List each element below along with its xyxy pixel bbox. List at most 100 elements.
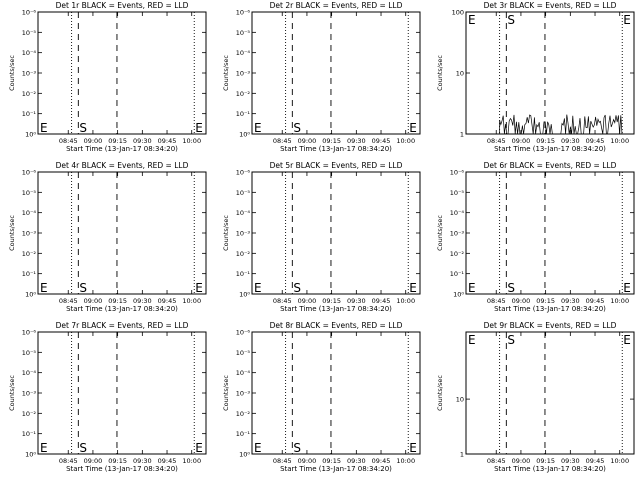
y-tick-label: 10⁰ [239, 291, 250, 299]
x-tick-label: 09:00 [512, 137, 531, 145]
end-marker-left: E [40, 281, 48, 295]
y-axis-label: Counts/sec [8, 55, 16, 91]
y-tick-label: 10⁻⁴ [22, 209, 37, 217]
plot-frame [465, 331, 635, 455]
y-tick-label: 10⁻⁵ [22, 349, 37, 357]
end-marker: E [623, 333, 631, 347]
x-axis-label: Start Time (13-Jan-17 08:34:20) [66, 305, 178, 313]
y-axis-label: Counts/sec [8, 215, 16, 251]
y-tick-label: 10⁻⁵ [236, 29, 251, 37]
y-tick-label: 10⁻¹ [450, 270, 465, 278]
panel-det-5: Det 5r BLACK = Events, RED = LLD 08:45 09:… [222, 161, 421, 313]
x-tick-label: 09:00 [298, 457, 317, 465]
panel-title: Det 9r BLACK = Events, RED = LLD [484, 321, 617, 330]
end-marker-left: E [254, 441, 262, 455]
y-tick-label: 10⁻¹ [236, 270, 251, 278]
x-tick-label: 10:00 [610, 297, 629, 305]
y-tick-label: 10⁻⁴ [22, 369, 37, 377]
x-tick-label: 10:00 [610, 457, 629, 465]
end-marker: E [195, 121, 203, 135]
y-axis-label: Counts/sec [436, 375, 444, 411]
y-tick-label: 10⁻⁵ [450, 189, 465, 197]
end-marker-left: E [254, 121, 262, 135]
end-marker-left: E [468, 13, 476, 27]
x-tick-label: 08:45 [273, 137, 292, 145]
end-marker: E [623, 281, 631, 295]
y-tick-label: 10⁰ [25, 291, 36, 299]
x-tick-label: 09:00 [84, 297, 103, 305]
y-tick-label: 10⁻⁵ [22, 189, 37, 197]
plot-frame [251, 331, 421, 455]
y-tick-label: 10⁻² [236, 250, 251, 258]
start-marker: S [79, 281, 87, 295]
panel-det-2: Det 2r BLACK = Events, RED = LLD 08:45 09:… [222, 1, 421, 153]
y-tick-label: 10⁻² [22, 410, 37, 418]
end-marker-left: E [468, 333, 476, 347]
y-tick-label: 10⁻¹ [22, 430, 37, 438]
panel-title: Det 3r BLACK = Events, RED = LLD [484, 1, 617, 10]
panel-det-1: Det 1r BLACK = Events, RED = LLD 08:45 09:… [8, 1, 207, 153]
y-tick-label: 10⁻³ [236, 230, 251, 238]
panel-title: Det 8r BLACK = Events, RED = LLD [270, 321, 403, 330]
y-tick-label: 10⁻⁶ [236, 9, 251, 17]
x-tick-label: 08:45 [59, 457, 78, 465]
panel-title: Det 4r BLACK = Events, RED = LLD [56, 161, 189, 170]
y-tick-label: 10⁻² [450, 250, 465, 258]
y-tick-label: 10⁻² [236, 90, 251, 98]
panel-title: Det 6r BLACK = Events, RED = LLD [484, 161, 617, 170]
x-tick-label: 09:45 [372, 297, 391, 305]
panel-title: Det 5r BLACK = Events, RED = LLD [270, 161, 403, 170]
panel-det-4: Det 4r BLACK = Events, RED = LLD 08:45 09:… [8, 161, 207, 313]
end-marker-left: E [40, 441, 48, 455]
end-marker: E [409, 441, 417, 455]
y-tick-label: 10⁻³ [22, 70, 37, 78]
x-tick-label: 09:15 [536, 457, 555, 465]
y-tick-label: 10⁻¹ [236, 430, 251, 438]
y-tick-label: 10⁻⁶ [22, 9, 37, 17]
end-marker: E [409, 121, 417, 135]
y-tick-label: 10⁻³ [450, 230, 465, 238]
panel-det-9: Det 9r BLACK = Events, RED = LLD 08:45 09:… [436, 321, 635, 473]
y-tick-label: 10⁻⁴ [236, 209, 251, 217]
x-tick-label: 09:00 [512, 297, 531, 305]
y-tick-label: 10⁰ [25, 451, 36, 459]
start-marker: S [507, 281, 515, 295]
x-tick-label: 09:45 [158, 457, 177, 465]
panel-title: Det 2r BLACK = Events, RED = LLD [270, 1, 403, 10]
panel-det-7: Det 7r BLACK = Events, RED = LLD 08:45 09:… [8, 321, 207, 473]
end-marker: E [623, 13, 631, 27]
x-tick-label: 08:45 [273, 297, 292, 305]
y-tick-label: 10⁰ [453, 291, 464, 299]
x-tick-label: 09:30 [133, 297, 152, 305]
x-tick-label: 09:45 [586, 137, 605, 145]
x-tick-label: 08:45 [59, 297, 78, 305]
panel-title: Det 7r BLACK = Events, RED = LLD [56, 321, 189, 330]
x-tick-label: 09:30 [133, 137, 152, 145]
y-axis-label: Counts/sec [436, 55, 444, 91]
x-tick-label: 09:15 [536, 297, 555, 305]
y-axis-label: Counts/sec [222, 375, 230, 411]
y-tick-label: 10 [456, 70, 464, 78]
y-tick-label: 10⁻³ [22, 230, 37, 238]
x-axis-label: Start Time (13-Jan-17 08:34:20) [280, 145, 392, 153]
x-axis-label: Start Time (13-Jan-17 08:34:20) [494, 305, 606, 313]
x-tick-label: 09:45 [158, 297, 177, 305]
x-tick-label: 09:45 [372, 457, 391, 465]
y-tick-label: 10⁻⁴ [22, 49, 37, 57]
x-tick-label: 08:45 [487, 297, 506, 305]
y-tick-label: 10⁻⁶ [22, 169, 37, 177]
x-tick-label: 09:30 [561, 297, 580, 305]
start-marker: S [293, 121, 301, 135]
end-marker: E [195, 441, 203, 455]
x-tick-label: 10:00 [182, 297, 201, 305]
plot-frame [37, 331, 207, 455]
x-axis-label: Start Time (13-Jan-17 08:34:20) [494, 145, 606, 153]
y-tick-label: 10⁰ [25, 131, 36, 139]
y-tick-label: 10⁰ [239, 451, 250, 459]
x-axis-label: Start Time (13-Jan-17 08:34:20) [66, 145, 178, 153]
end-marker-left: E [254, 281, 262, 295]
x-axis-label: Start Time (13-Jan-17 08:34:20) [280, 465, 392, 473]
y-axis-label: Counts/sec [436, 215, 444, 251]
y-tick-label: 10⁻⁶ [22, 329, 37, 337]
